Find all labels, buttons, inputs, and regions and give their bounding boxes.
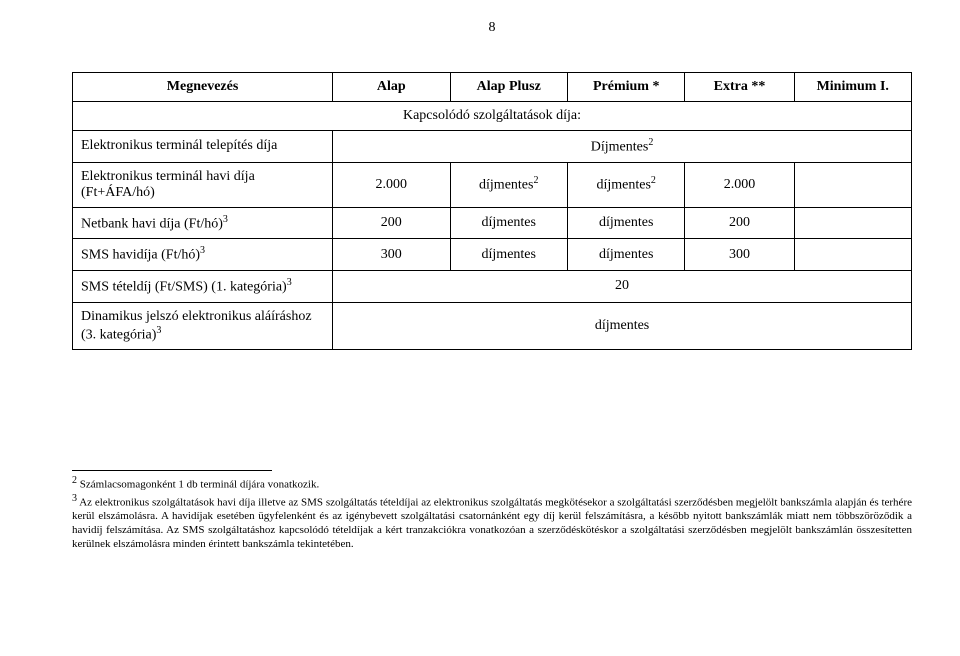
row-label-text: Elektronikus terminál havi díja (Ft+ÁFA/… xyxy=(81,169,255,200)
row-label-text: Dinamikus jelszó elektronikus aláíráshoz… xyxy=(81,309,312,343)
cell-value: díjmentes xyxy=(596,178,650,193)
cell-sup: 2 xyxy=(648,137,653,148)
header-premium: Prémium * xyxy=(567,73,684,102)
footnote-marker-3: 3 xyxy=(72,493,77,504)
header-extra: Extra ** xyxy=(685,73,794,102)
table-row: Elektronikus terminál havi díja (Ft+ÁFA/… xyxy=(73,162,912,207)
row-label: Dinamikus jelszó elektronikus aláíráshoz… xyxy=(73,302,333,350)
row-label: Elektronikus terminál telepítés díja xyxy=(73,131,333,163)
row-label-text: Netbank havi díja (Ft/hó) xyxy=(81,216,223,231)
row-label-text: Elektronikus terminál telepítés díja xyxy=(81,138,277,153)
cell: díjmentes xyxy=(450,207,567,239)
footnote-2-text: Számlacsomagonként 1 db terminál díjára … xyxy=(80,479,320,491)
row-label-text: SMS tételdíj (Ft/SMS) (1. kategória) xyxy=(81,280,287,295)
footnote-block: 2 Számlacsomagonként 1 db terminál díjár… xyxy=(72,475,912,551)
cell: 300 xyxy=(333,239,450,271)
row-label-sup: 3 xyxy=(200,245,205,256)
cell-value: Díjmentes xyxy=(591,140,649,155)
footnote-marker-2: 2 xyxy=(72,475,77,486)
row-label: SMS tételdíj (Ft/SMS) (1. kategória)3 xyxy=(73,270,333,302)
row-label-text: SMS havidíja (Ft/hó) xyxy=(81,248,200,263)
row-spanvalue: Díjmentes2 xyxy=(333,131,912,163)
cell xyxy=(794,207,912,239)
cell: 2.000 xyxy=(333,162,450,207)
table-row: SMS tételdíj (Ft/SMS) (1. kategória)3 20 xyxy=(73,270,912,302)
fee-table: Megnevezés Alap Alap Plusz Prémium * Ext… xyxy=(72,72,912,350)
table-row: SMS havidíja (Ft/hó)3 300 díjmentes díjm… xyxy=(73,239,912,271)
table-row: Dinamikus jelszó elektronikus aláíráshoz… xyxy=(73,302,912,350)
cell-sup: 2 xyxy=(533,175,538,186)
cell: díjmentes xyxy=(450,239,567,271)
footnote-3-text: Az elektronikus szolgáltatások havi díja… xyxy=(72,496,912,549)
cell: 200 xyxy=(685,207,794,239)
cell-sup: 2 xyxy=(651,175,656,186)
cell: díjmentes xyxy=(567,207,684,239)
row-label: Elektronikus terminál havi díja (Ft+ÁFA/… xyxy=(73,162,333,207)
page-number: 8 xyxy=(72,20,912,36)
cell: díjmentes2 xyxy=(450,162,567,207)
header-alap: Alap xyxy=(333,73,450,102)
cell-value: díjmentes xyxy=(479,178,533,193)
header-megnevezes: Megnevezés xyxy=(73,73,333,102)
row-spanvalue: 20 xyxy=(333,270,912,302)
subtitle-cell: Kapcsolódó szolgáltatások díja: xyxy=(73,102,912,131)
cell: díjmentes xyxy=(567,239,684,271)
subtitle-row: Kapcsolódó szolgáltatások díja: xyxy=(73,102,912,131)
cell: 2.000 xyxy=(685,162,794,207)
row-label-sup: 3 xyxy=(223,214,228,225)
table-row: Elektronikus terminál telepítés díja Díj… xyxy=(73,131,912,163)
cell: díjmentes2 xyxy=(567,162,684,207)
header-alap-plusz: Alap Plusz xyxy=(450,73,567,102)
row-spanvalue: díjmentes xyxy=(333,302,912,350)
cell: 200 xyxy=(333,207,450,239)
row-label-sup: 3 xyxy=(287,277,292,288)
row-label-sup: 3 xyxy=(156,325,161,336)
cell xyxy=(794,162,912,207)
cell xyxy=(794,239,912,271)
table-header-row: Megnevezés Alap Alap Plusz Prémium * Ext… xyxy=(73,73,912,102)
cell: 300 xyxy=(685,239,794,271)
header-minimum: Minimum I. xyxy=(794,73,912,102)
row-label: SMS havidíja (Ft/hó)3 xyxy=(73,239,333,271)
row-label: Netbank havi díja (Ft/hó)3 xyxy=(73,207,333,239)
table-row: Netbank havi díja (Ft/hó)3 200 díjmentes… xyxy=(73,207,912,239)
footnote-rule xyxy=(72,470,272,471)
